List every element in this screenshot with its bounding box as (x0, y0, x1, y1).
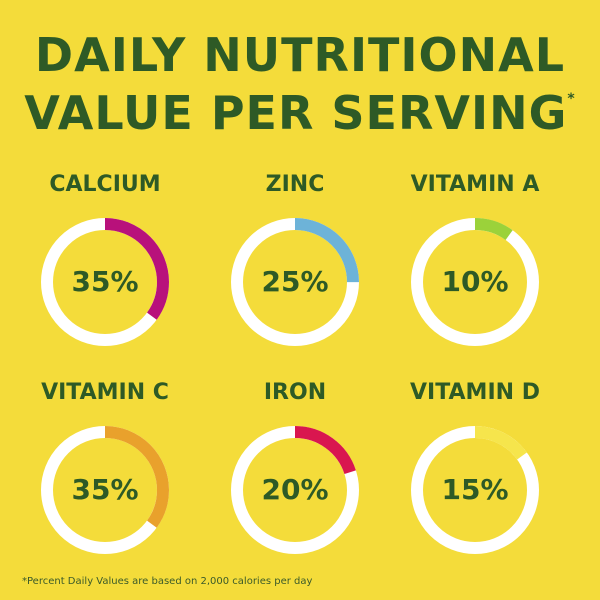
donut-arc (231, 218, 359, 346)
donut-item-zinc: ZINC 25% (200, 174, 390, 352)
donut-chart: 25% (225, 212, 365, 352)
donut-value-label: 10% (441, 265, 509, 298)
donut-value-label: 35% (71, 473, 139, 506)
donut-chart: 10% (405, 212, 545, 352)
donut-value-label: 35% (71, 265, 139, 298)
donut-label: CALCIUM (49, 172, 161, 197)
donut-arc (411, 218, 539, 346)
title-asterisk: * (567, 91, 576, 107)
donut-chart: 15% (405, 420, 545, 560)
donut-item-vitamin-a: VITAMIN A 10% (380, 174, 570, 352)
donut-chart: 20% (225, 420, 365, 560)
donut-value-label: 15% (441, 473, 509, 506)
donut-item-iron: IRON 20% (200, 382, 390, 560)
donut-item-calcium: CALCIUM 35% (10, 174, 200, 352)
donut-label: VITAMIN C (41, 380, 169, 405)
donut-label: VITAMIN D (410, 380, 540, 405)
title-line-1: DAILY NUTRITIONAL (34, 28, 566, 82)
donut-item-vitamin-d: VITAMIN D 15% (380, 382, 570, 560)
donut-arc (231, 426, 359, 554)
donut-item-vitamin-c: VITAMIN C 35% (10, 382, 200, 560)
donut-label: VITAMIN A (410, 172, 540, 197)
donut-chart: 35% (35, 212, 175, 352)
donut-chart: 35% (35, 420, 175, 560)
donut-label: IRON (263, 380, 327, 405)
title-line-2: VALUE PER SERVING* (0, 90, 600, 136)
donut-arc (41, 218, 169, 346)
title-line-2-text: VALUE PER SERVING (24, 86, 568, 140)
donut-label: ZINC (265, 172, 325, 197)
footnote: *Percent Daily Values are based on 2,000… (22, 576, 313, 587)
donut-arc (41, 426, 169, 554)
donut-arc (411, 426, 539, 554)
donut-value-label: 20% (261, 473, 329, 506)
donut-value-label: 25% (261, 265, 329, 298)
